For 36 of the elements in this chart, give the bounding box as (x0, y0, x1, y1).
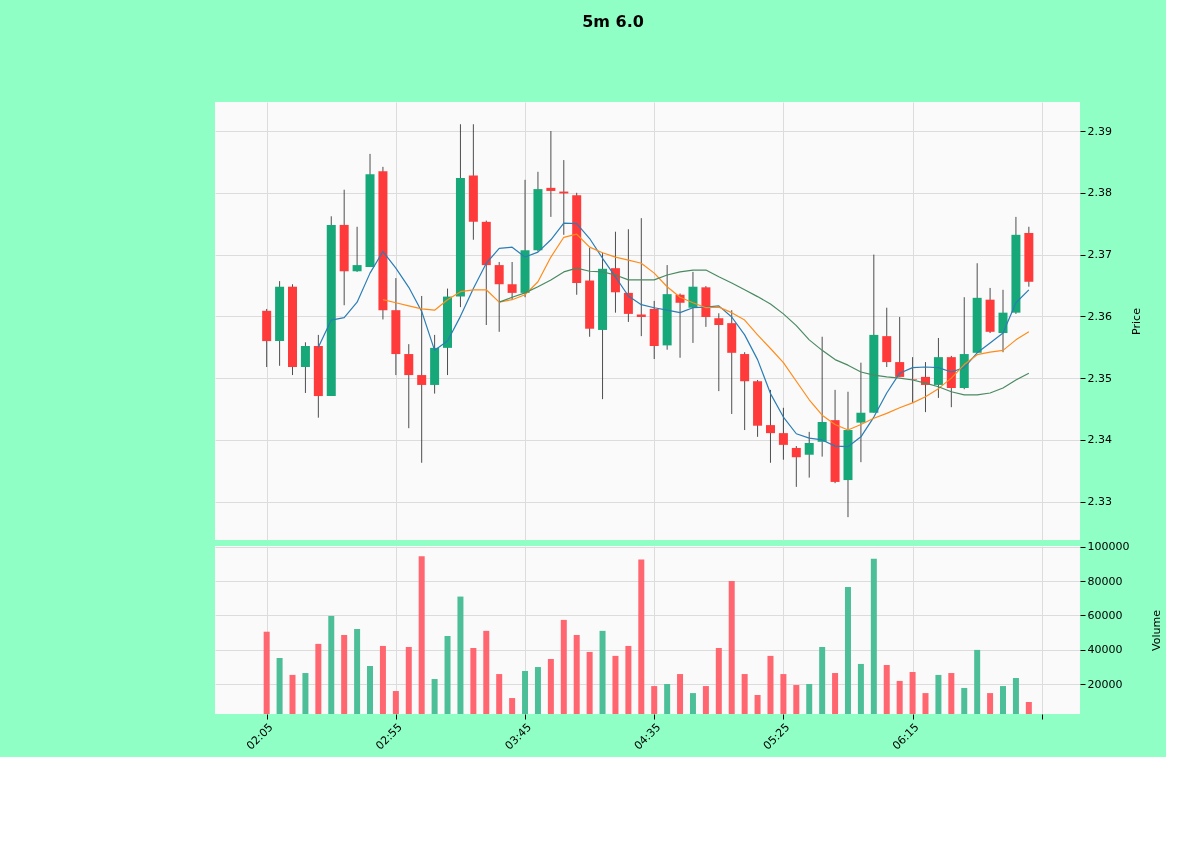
candlestick (714, 312, 724, 392)
y-tick-label: 100000 (1087, 540, 1130, 554)
candlestick (404, 343, 414, 429)
candlestick (417, 295, 427, 464)
candlestick (998, 289, 1008, 353)
y-tick-label: 2.38 (1087, 186, 1112, 200)
candlestick (623, 228, 633, 323)
y-tick-label: 2.39 (1087, 124, 1112, 138)
candlestick (765, 389, 775, 464)
y-tick-label: 60000 (1087, 608, 1123, 622)
candlestick (546, 130, 556, 218)
line-series (382, 233, 1030, 431)
y-axis-title: Price (1129, 307, 1143, 335)
y-tick-label: 80000 (1087, 574, 1123, 588)
candlestick (895, 316, 905, 378)
y-tick-label: 2.35 (1087, 371, 1112, 385)
y-tick-label: 2.34 (1087, 433, 1112, 447)
candlestick (352, 226, 362, 273)
candlestick (507, 261, 517, 301)
candlestick (494, 261, 504, 333)
y-tick-label: 2.36 (1087, 309, 1112, 323)
chart-title: 5m 6.0 (582, 12, 644, 31)
y-tick-label: 2.33 (1087, 495, 1112, 509)
y-tick-label: 20000 (1087, 677, 1123, 691)
y-tick-label: 2.37 (1087, 248, 1112, 262)
y-tick-label: 40000 (1087, 643, 1123, 657)
line-series (498, 267, 1030, 396)
candlestick (804, 431, 814, 479)
line-series (317, 222, 1030, 448)
candlestick (791, 445, 801, 488)
y-axis-title: Volume (1149, 609, 1163, 651)
candlestick (856, 362, 866, 463)
candlestick (778, 407, 788, 461)
candlestick (300, 341, 310, 394)
candlestick (817, 336, 827, 457)
candlestick (688, 271, 698, 344)
